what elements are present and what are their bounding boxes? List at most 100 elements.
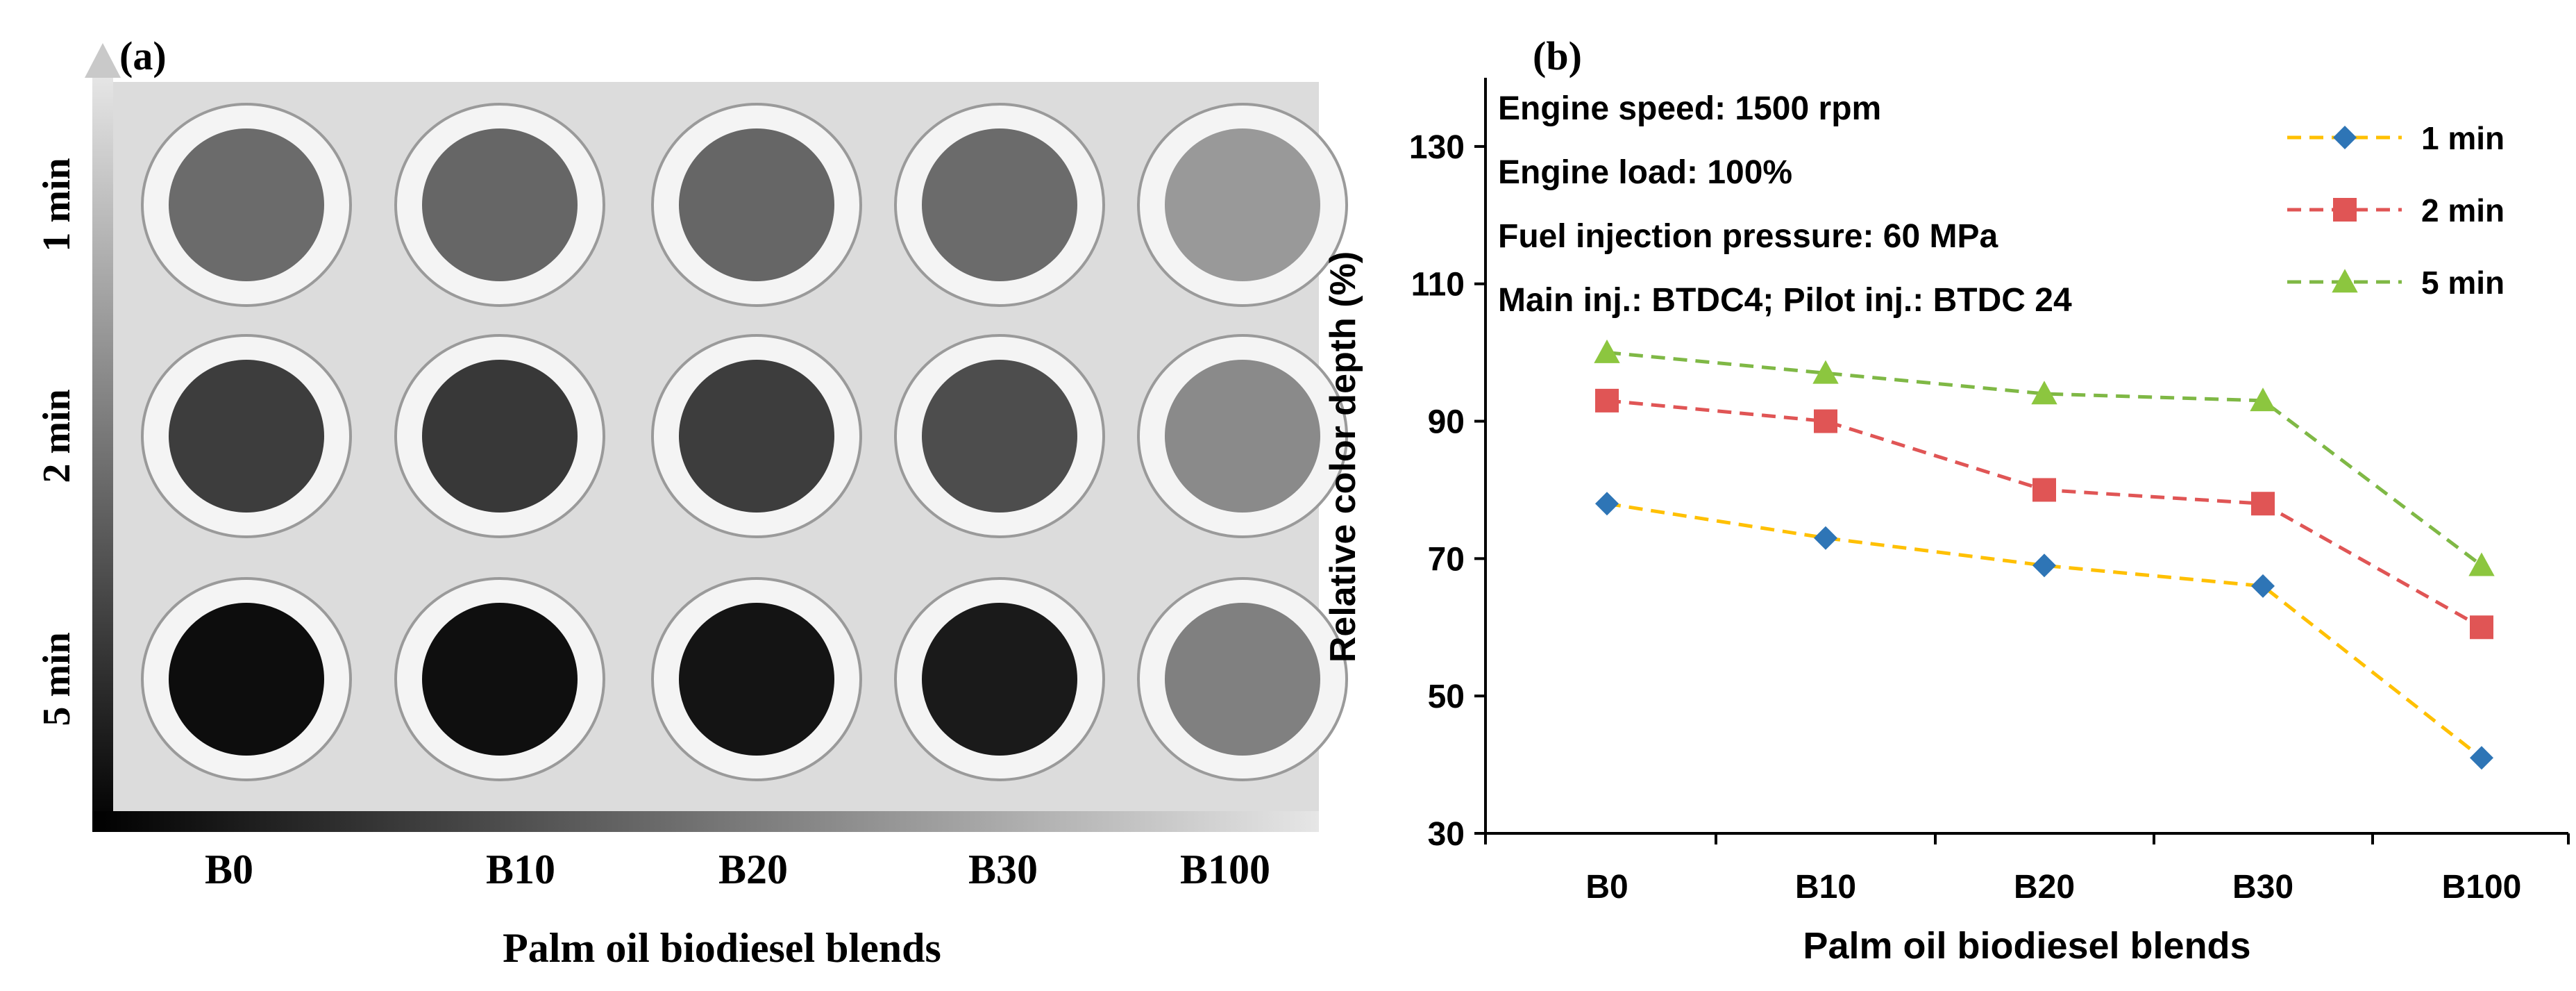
series-2-min bbox=[1595, 388, 2493, 640]
soot-spot bbox=[169, 128, 324, 281]
soot-spot bbox=[922, 128, 1077, 281]
sample-filter bbox=[651, 577, 862, 781]
data-point bbox=[2470, 615, 2493, 640]
series-line bbox=[1606, 501, 2483, 760]
panel-a-label: (a) bbox=[119, 33, 167, 78]
y-tick-label: 30 bbox=[1428, 816, 1465, 853]
sample-grid bbox=[141, 103, 1348, 781]
annotation-text: Fuel injection pressure: 60 MPa bbox=[1498, 218, 1998, 255]
sample-filter bbox=[894, 577, 1105, 781]
row-label: 2 min bbox=[35, 389, 78, 483]
y-tick-label: 90 bbox=[1428, 404, 1465, 441]
panel-a-photo: (a) 1 min 2 min 5 min B0 B10 B20 B30 B100 Palm… bbox=[35, 33, 1348, 971]
sample-filter bbox=[1137, 577, 1348, 781]
y-tick-label: 50 bbox=[1428, 678, 1465, 715]
soot-spot bbox=[422, 128, 578, 281]
sample-filter bbox=[141, 577, 352, 781]
chart-annotations: Engine speed: 1500 rpm Engine load: 100% F… bbox=[1498, 90, 2072, 319]
data-point bbox=[2468, 552, 2495, 576]
legend-label: 5 min bbox=[2421, 265, 2505, 301]
x-tick-label: B10 bbox=[1795, 869, 1856, 906]
panel-b-label: (b) bbox=[1533, 33, 1582, 78]
sample-filter bbox=[394, 334, 605, 538]
data-point bbox=[2251, 492, 2275, 516]
soot-spot bbox=[1165, 128, 1320, 281]
annotation-text: Engine load: 100% bbox=[1498, 154, 1792, 191]
row-labels: 1 min 2 min 5 min bbox=[35, 158, 78, 726]
soot-spot bbox=[922, 360, 1077, 513]
x-ticks: B0 B10 B20 B30 B100 bbox=[1484, 833, 2570, 906]
column-labels: B0 B10 B20 B30 B100 bbox=[205, 847, 1270, 892]
y-ticks: 30 50 70 90 110 130 bbox=[1409, 129, 1485, 853]
blend-gradient-axis bbox=[92, 811, 1319, 832]
data-point bbox=[1812, 360, 1839, 384]
soot-spot bbox=[679, 360, 834, 513]
legend-marker bbox=[2332, 269, 2358, 293]
annotation-text: Main inj.: BTDC4; Pilot inj.: BTDC 24 bbox=[1498, 282, 2072, 319]
y-axis-label: Relative color depth (%) bbox=[1323, 251, 1363, 663]
legend-entry: 2 min bbox=[2287, 192, 2505, 228]
y-tick-label: 110 bbox=[1411, 267, 1465, 303]
column-label: B100 bbox=[1180, 847, 1270, 892]
x-tick-label: B30 bbox=[2232, 869, 2293, 906]
sample-filter bbox=[394, 103, 605, 307]
row-label: 5 min bbox=[35, 632, 78, 726]
legend-entry: 1 min bbox=[2287, 120, 2505, 156]
series-line bbox=[1606, 399, 2483, 629]
annotation-text: Engine speed: 1500 rpm bbox=[1498, 90, 1881, 127]
sample-filter bbox=[894, 334, 1105, 538]
data-point bbox=[1594, 339, 1620, 363]
data-point bbox=[2032, 478, 2056, 502]
soot-spot bbox=[922, 603, 1077, 756]
series-line bbox=[1606, 351, 2483, 567]
y-tick-label: 130 bbox=[1409, 129, 1465, 166]
time-axis-arrow-icon bbox=[85, 43, 121, 78]
data-point bbox=[1814, 526, 1837, 550]
soot-spot bbox=[1165, 360, 1320, 513]
data-point bbox=[1814, 409, 1837, 433]
sample-filter bbox=[141, 334, 352, 538]
x-tick-label: B0 bbox=[1585, 869, 1628, 906]
soot-spot bbox=[422, 360, 578, 513]
sample-filter bbox=[651, 334, 862, 538]
data-point bbox=[2250, 388, 2276, 412]
sample-filter bbox=[894, 103, 1105, 307]
time-gradient-axis bbox=[92, 75, 113, 830]
series-1-min bbox=[1595, 492, 2493, 770]
soot-spot bbox=[1165, 603, 1320, 756]
sample-filter bbox=[141, 103, 352, 307]
y-tick-label: 70 bbox=[1428, 541, 1465, 578]
column-label: B10 bbox=[486, 847, 555, 892]
legend-label: 2 min bbox=[2421, 192, 2505, 228]
sample-filter bbox=[1137, 103, 1348, 307]
data-point bbox=[2470, 746, 2493, 770]
data-point bbox=[2031, 381, 2057, 405]
data-point bbox=[2032, 553, 2056, 578]
sample-filter bbox=[651, 103, 862, 307]
soot-spot bbox=[422, 603, 578, 756]
column-label: B20 bbox=[718, 847, 788, 892]
legend: 1 min 2 min 5 min bbox=[2287, 120, 2505, 301]
panel-a-xlabel: Palm oil biodiesel blends bbox=[503, 925, 941, 971]
legend-marker bbox=[2333, 198, 2357, 222]
x-tick-label: B20 bbox=[2014, 869, 2075, 906]
soot-spot bbox=[169, 603, 324, 756]
x-axis-label: Palm oil biodiesel blends bbox=[1803, 925, 2250, 967]
series-layer bbox=[1594, 339, 2495, 770]
row-label: 1 min bbox=[35, 158, 78, 251]
column-label: B30 bbox=[968, 847, 1038, 892]
legend-marker bbox=[2333, 126, 2357, 149]
soot-spot bbox=[679, 603, 834, 756]
sample-filter bbox=[1137, 334, 1348, 538]
data-point bbox=[1595, 388, 1619, 413]
soot-spot bbox=[169, 360, 324, 513]
legend-entry: 5 min bbox=[2287, 265, 2505, 301]
data-point bbox=[2251, 574, 2275, 598]
sample-filter bbox=[394, 577, 605, 781]
data-point bbox=[1595, 492, 1619, 516]
legend-label: 1 min bbox=[2421, 120, 2505, 156]
panel-b-chart: (b) 30 50 70 90 110 130 B0 B10 B20 B30 B100 Relat… bbox=[1323, 33, 2570, 967]
series-5-min bbox=[1594, 339, 2495, 576]
x-tick-label: B100 bbox=[2442, 869, 2522, 906]
